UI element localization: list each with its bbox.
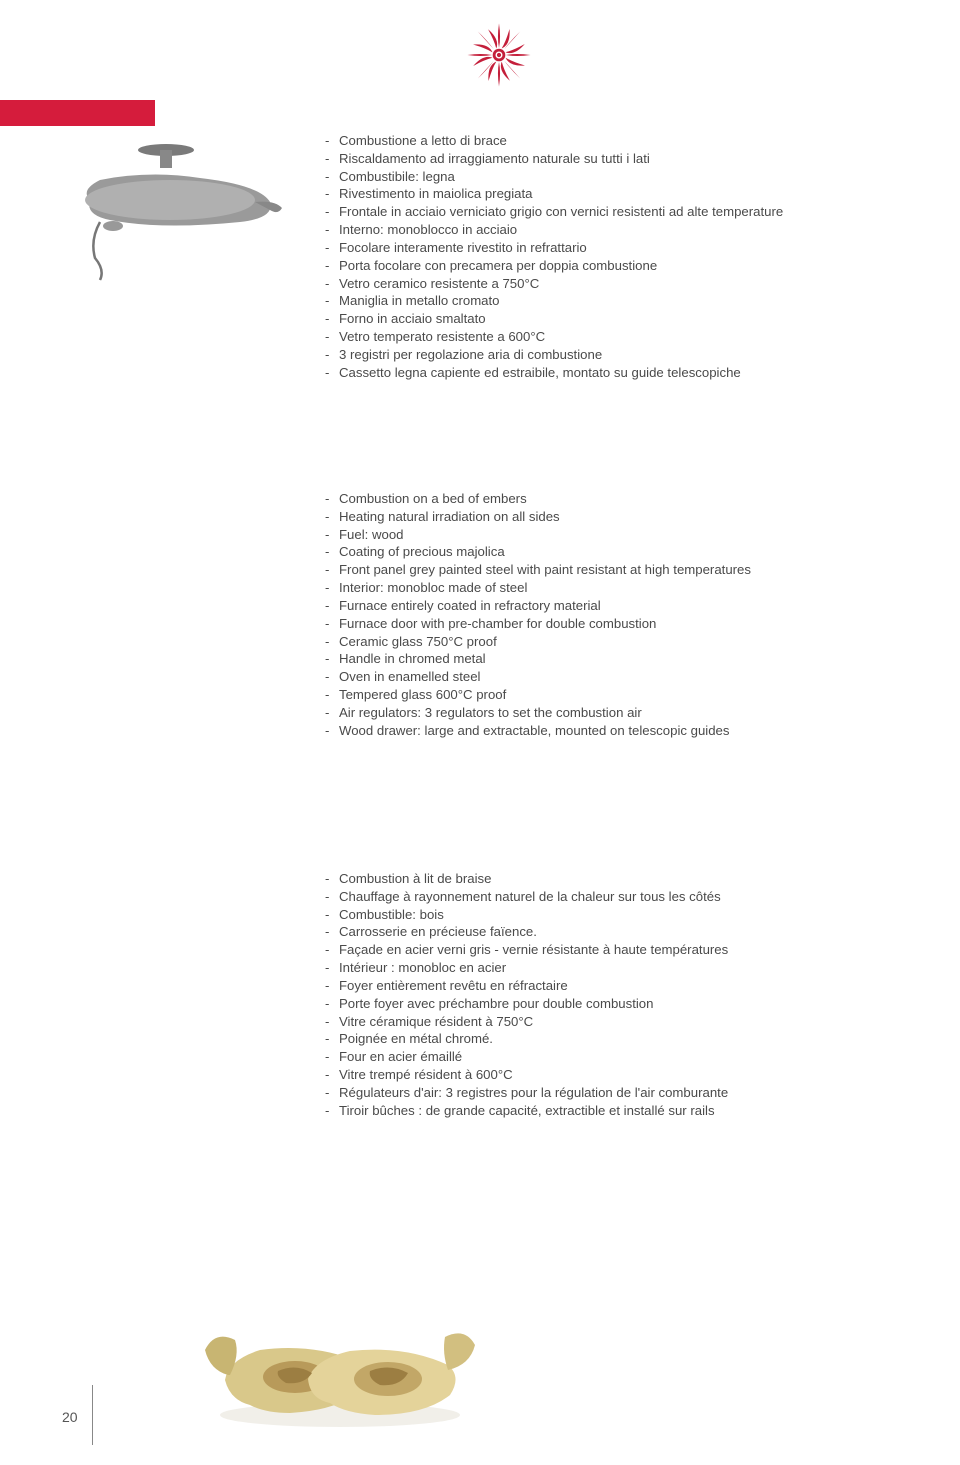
slippers-image xyxy=(190,1275,490,1435)
list-item: -Vitre trempé résident à 600°C xyxy=(325,1066,925,1084)
list-item: -Combustione a letto di brace xyxy=(325,132,925,150)
list-item: -Façade en acier verni gris - vernie rés… xyxy=(325,941,925,959)
list-item: -Wood drawer: large and extractable, mou… xyxy=(325,722,925,740)
list-item: -Maniglia in metallo cromato xyxy=(325,292,925,310)
list-item: -Fuel: wood xyxy=(325,526,925,544)
list-item: -3 registri per regolazione aria di comb… xyxy=(325,346,925,364)
list-item: -Coating of precious majolica xyxy=(325,543,925,561)
accent-bar xyxy=(0,100,155,126)
list-item: -Porte foyer avec préchambre pour double… xyxy=(325,995,925,1013)
list-item: -Foyer entièrement revêtu en réfractaire xyxy=(325,977,925,995)
page-divider-line xyxy=(92,1385,93,1445)
list-item: -Oven in enamelled steel xyxy=(325,668,925,686)
page-number: 20 xyxy=(62,1409,78,1425)
section-english: -Combustion on a bed of embers -Heating … xyxy=(325,490,925,739)
list-item: -Chauffage à rayonnement naturel de la c… xyxy=(325,888,925,906)
list-item: -Air regulators: 3 regulators to set the… xyxy=(325,704,925,722)
list-item: -Focolare interamente rivestito in refra… xyxy=(325,239,925,257)
list-item: -Interior: monobloc made of steel xyxy=(325,579,925,597)
list-item: -Frontale in acciaio verniciato grigio c… xyxy=(325,203,925,221)
list-item: -Interno: monoblocco in acciaio xyxy=(325,221,925,239)
list-item: -Riscaldamento ad irraggiamento naturale… xyxy=(325,150,925,168)
list-item: -Cassetto legna capiente ed estraibile, … xyxy=(325,364,925,382)
list-item: -Forno in acciaio smaltato xyxy=(325,310,925,328)
list-item: -Intérieur : monobloc en acier xyxy=(325,959,925,977)
list-item: -Heating natural irradiation on all side… xyxy=(325,508,925,526)
oil-lamp-image xyxy=(60,130,290,290)
list-item: -Vetro temperato resistente a 600°C xyxy=(325,328,925,346)
list-item: -Front panel grey painted steel with pai… xyxy=(325,561,925,579)
list-item: -Combustible: bois xyxy=(325,906,925,924)
list-item: -Furnace door with pre-chamber for doubl… xyxy=(325,615,925,633)
list-item: -Handle in chromed metal xyxy=(325,650,925,668)
list-item: -Furnace entirely coated in refractory m… xyxy=(325,597,925,615)
list-item: -Carrosserie en précieuse faïence. xyxy=(325,923,925,941)
list-item: -Combustion on a bed of embers xyxy=(325,490,925,508)
list-item: -Porta focolare con precamera per doppia… xyxy=(325,257,925,275)
list-item: -Vetro ceramico resistente a 750°C xyxy=(325,275,925,293)
list-item: -Combustibile: legna xyxy=(325,168,925,186)
list-item: -Combustion à lit de braise xyxy=(325,870,925,888)
list-item: -Poignée en métal chromé. xyxy=(325,1030,925,1048)
section-italian: -Combustione a letto di brace -Riscaldam… xyxy=(325,132,925,381)
sun-logo-icon xyxy=(464,20,534,90)
list-item: -Four en acier émaillé xyxy=(325,1048,925,1066)
list-item: -Vitre céramique résident à 750°C xyxy=(325,1013,925,1031)
list-item: -Tempered glass 600°C proof xyxy=(325,686,925,704)
list-item: -Rivestimento in maiolica pregiata xyxy=(325,185,925,203)
section-french: -Combustion à lit de braise -Chauffage à… xyxy=(325,870,925,1119)
list-item: -Tiroir bûches : de grande capacité, ext… xyxy=(325,1102,925,1120)
list-item: -Ceramic glass 750°C proof xyxy=(325,633,925,651)
list-item: -Régulateurs d'air: 3 registres pour la … xyxy=(325,1084,925,1102)
